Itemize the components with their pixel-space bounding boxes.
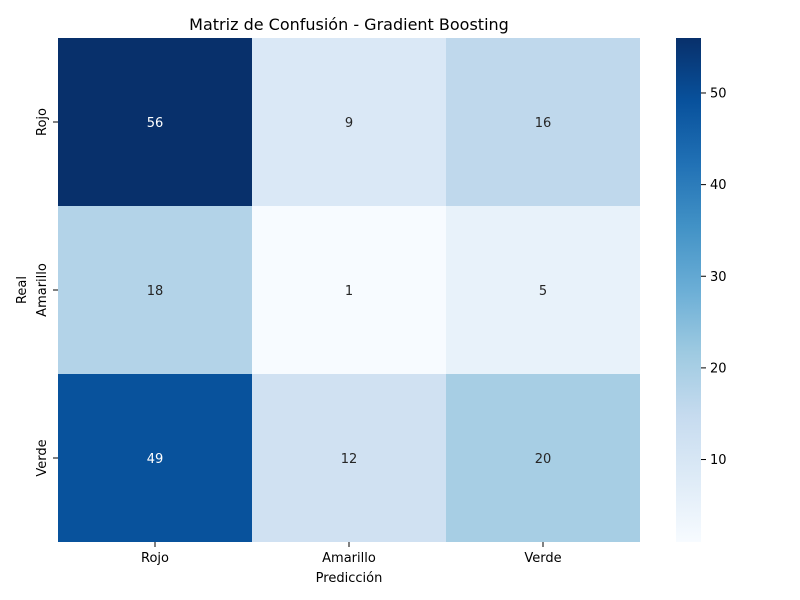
cell-1-1	[252, 206, 446, 374]
y-tick-label-0: Rojo	[35, 108, 50, 136]
colorbar-tick-label-4: 50	[710, 86, 727, 101]
colorbar-gradient	[676, 38, 701, 542]
cell-value-2-1: 12	[341, 452, 358, 467]
cell-value-2-2: 20	[535, 452, 552, 467]
x-tick-label-1: Amarillo	[322, 551, 376, 566]
cell-2-2	[446, 374, 640, 542]
cell-2-0	[58, 374, 252, 542]
cell-value-0-2: 16	[535, 116, 552, 131]
y-tick-label-2: Verde	[35, 439, 50, 476]
cell-0-0	[58, 38, 252, 206]
y-axis-label: Real	[15, 276, 30, 304]
y-axis: Rojo Amarillo Verde	[35, 108, 58, 477]
cell-value-1-1: 1	[345, 284, 353, 299]
colorbar: 10 20 30 40 50	[676, 38, 727, 542]
x-axis: Rojo Amarillo Verde	[141, 542, 562, 566]
cell-value-0-1: 9	[345, 116, 353, 131]
chart-title: Matriz de Confusión - Gradient Boosting	[189, 15, 509, 34]
cell-0-2	[446, 38, 640, 206]
colorbar-tick-label-2: 30	[710, 270, 727, 285]
heatmap-cells: 56 9 16 18 1 5 49 12 20	[58, 38, 640, 542]
x-tick-label-2: Verde	[524, 551, 561, 566]
cell-1-2	[446, 206, 640, 374]
cell-2-1	[252, 374, 446, 542]
y-tick-label-1: Amarillo	[35, 263, 50, 317]
cell-value-1-0: 18	[147, 284, 164, 299]
cell-value-2-0: 49	[147, 452, 164, 467]
x-axis-label: Predicción	[316, 571, 383, 586]
cell-value-1-2: 5	[539, 284, 547, 299]
colorbar-tick-label-3: 40	[710, 178, 727, 193]
cell-0-1	[252, 38, 446, 206]
cell-value-0-0: 56	[147, 116, 164, 131]
colorbar-tick-label-0: 10	[710, 453, 727, 468]
x-tick-label-0: Rojo	[141, 551, 169, 566]
colorbar-tick-label-1: 20	[710, 361, 727, 376]
cell-1-0	[58, 206, 252, 374]
